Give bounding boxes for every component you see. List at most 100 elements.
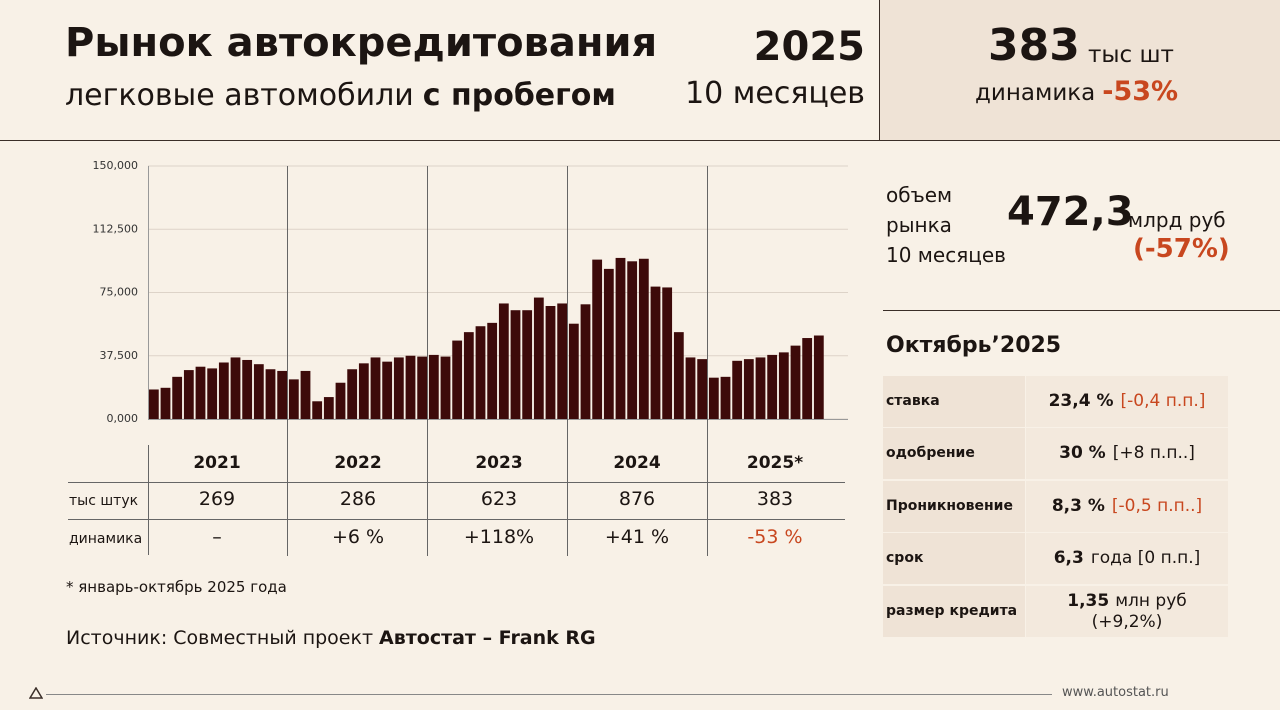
table-cell: 286	[339, 488, 377, 510]
y-tick-label: 37,500	[100, 349, 139, 362]
table-cell: –	[212, 526, 222, 548]
row-label: срок	[886, 550, 924, 567]
unit: млн руб	[1115, 590, 1187, 611]
bar	[487, 322, 498, 419]
column-header: 2023	[475, 453, 523, 473]
bar	[790, 345, 801, 419]
table-cell: +6 %	[331, 526, 385, 548]
row-value-line: 6,3 года [0 п.п.]	[1026, 548, 1228, 569]
subtitle: легковые автомобили с пробегом	[65, 78, 616, 113]
row-value: 1,35 млн руб (+9,2%)	[1026, 591, 1228, 633]
bar	[417, 356, 428, 419]
row-value: 6,3 года [0 п.п.]	[1026, 548, 1228, 569]
year-separator	[707, 166, 708, 556]
bar	[778, 352, 789, 419]
row-bg	[883, 428, 1025, 480]
bar	[242, 359, 253, 419]
row-value: 8,3 % [-0,5 п.п..]	[1026, 496, 1228, 517]
bar	[802, 338, 813, 419]
bar	[743, 359, 754, 419]
bar	[230, 357, 241, 419]
divider	[883, 310, 1280, 311]
value: 6,3	[1053, 548, 1084, 569]
bar	[557, 303, 568, 419]
table-rule	[68, 482, 845, 483]
row-value-line: 8,3 % [-0,5 п.п..]	[1026, 496, 1228, 517]
bar	[288, 379, 299, 419]
bar	[533, 297, 544, 419]
row-label: одобрение	[886, 445, 975, 462]
kpi-change-label: динамика	[975, 80, 1096, 106]
bar	[522, 310, 533, 419]
bar	[673, 332, 684, 419]
table-rule	[68, 519, 845, 520]
bar	[382, 361, 393, 419]
bar	[358, 363, 369, 419]
year: 2025	[753, 24, 865, 70]
row-value: 30 % [+8 п.п..]	[1026, 443, 1228, 464]
bar	[568, 323, 579, 419]
footer-rule	[46, 694, 1052, 695]
bar	[277, 370, 288, 419]
bar	[265, 369, 276, 419]
bar	[662, 287, 673, 419]
table-cell: -53 %	[747, 526, 803, 548]
table-cell: 623	[480, 488, 518, 510]
table-cell: 269	[198, 488, 236, 510]
y-tick-label: 112,500	[93, 222, 139, 235]
bar	[440, 356, 451, 419]
row-bg	[883, 376, 1025, 427]
row-value-line: 1,35 млн руб	[1026, 591, 1228, 612]
subtitle-text: легковые автомобили	[65, 78, 414, 113]
bar	[347, 369, 358, 419]
bar	[335, 382, 346, 419]
year-separator	[567, 166, 568, 556]
kpi-value: 383	[988, 20, 1080, 71]
bar	[580, 304, 591, 419]
value: 8,3 %	[1051, 495, 1105, 516]
note: (+9,2%)	[1091, 611, 1163, 632]
year-separator	[427, 166, 428, 556]
bar	[312, 401, 323, 419]
bar	[300, 370, 311, 419]
bar	[627, 261, 638, 419]
bar	[510, 310, 521, 419]
market-value: 472,3	[1007, 189, 1134, 235]
bar	[183, 370, 194, 419]
source: Источник: Совместный проект Автостат – Fr…	[66, 627, 596, 649]
bar	[452, 340, 463, 419]
kpi-change: динамика -53%	[975, 76, 1178, 107]
bar	[732, 360, 743, 419]
value: 1,35	[1067, 590, 1110, 611]
bar	[195, 366, 206, 419]
footer-url: www.autostat.ru	[1062, 685, 1169, 700]
bar	[650, 286, 661, 419]
bar	[218, 362, 229, 419]
bar	[323, 397, 334, 419]
bar	[767, 354, 778, 419]
bar	[697, 359, 708, 419]
market-label-line: 10 месяцев	[886, 243, 1006, 267]
divider	[0, 140, 1280, 141]
bar	[160, 387, 171, 419]
table-cell: +41 %	[604, 526, 670, 548]
bar	[708, 377, 719, 419]
x-axis	[148, 419, 848, 420]
note: [+8 п.п..]	[1112, 443, 1195, 464]
note: года [0 п.п.]	[1090, 548, 1201, 569]
bar	[685, 357, 696, 419]
row-value-line: 23,4 % [-0,4 п.п.]	[1026, 391, 1228, 412]
market-unit: млрд руб	[1128, 208, 1226, 232]
bar	[148, 389, 159, 419]
column-header: 2022	[334, 453, 382, 473]
y-tick-label: 150,000	[93, 159, 139, 172]
chart: 0,000 37,500 75,000 112,500 150,000	[93, 159, 848, 425]
period: 10 месяцев	[685, 76, 865, 111]
october-title: Октябрь’2025	[886, 333, 1062, 358]
row-label: динамика	[69, 531, 143, 547]
row-value: 23,4 % [-0,4 п.п.]	[1026, 391, 1228, 412]
footnote: * январь-октябрь 2025 года	[66, 578, 287, 596]
column-header: 2025*	[746, 453, 804, 473]
market-label-line: рынка	[886, 213, 952, 237]
row-bg	[883, 585, 1025, 637]
